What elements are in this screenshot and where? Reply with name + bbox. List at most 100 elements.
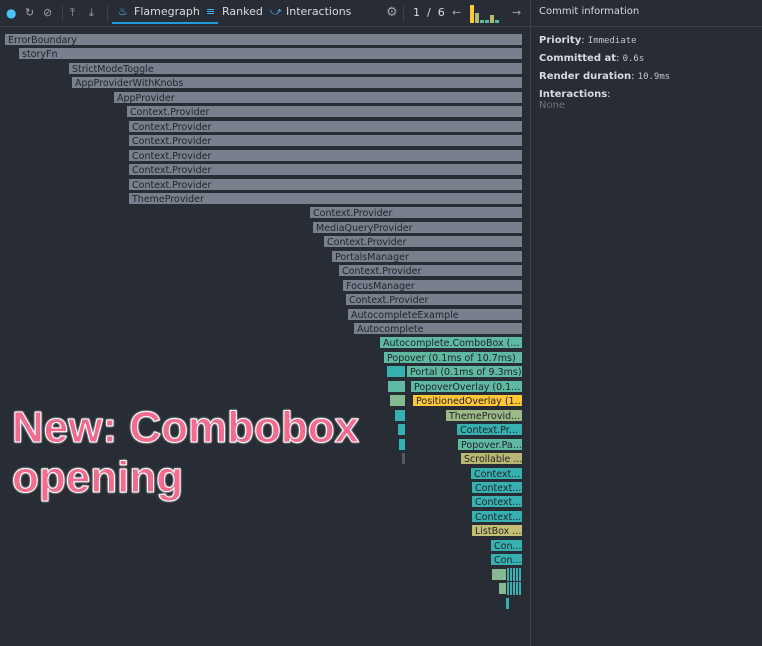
flame-node[interactable]: Context.Provider (128, 163, 523, 177)
flame-node[interactable]: Context... (471, 509, 523, 523)
panel-title: Commit information (531, 0, 762, 27)
flame-node[interactable]: Popover (0.1ms of 10.7ms) (383, 350, 523, 364)
flame-node[interactable]: ThemeProvider (128, 191, 523, 205)
duration-value: 10.9ms (637, 72, 671, 82)
flame-tiny-node[interactable] (510, 582, 512, 596)
flame-node[interactable]: Scrollable ... (460, 452, 523, 466)
prev-commit-button[interactable]: ← (452, 6, 462, 19)
upload-icon[interactable]: ⤒ (70, 6, 75, 19)
tab-label: Interactions (286, 5, 352, 18)
flame-tiny-node[interactable] (519, 582, 521, 596)
flame-node[interactable]: Context.Pr... (456, 423, 523, 437)
flame-node[interactable]: AppProviderWithKnobs (71, 76, 523, 90)
interactions-icon: ⤻ (270, 5, 282, 18)
flame-node[interactable]: Context.Provider (128, 119, 523, 133)
tab-flamegraph[interactable]: ♨ Flamegraph (112, 0, 218, 24)
commit-sep: / (427, 6, 431, 19)
commit-info-panel: Commit information Priority: Immediate C… (530, 0, 762, 646)
flame-node[interactable]: Con... (490, 553, 523, 567)
flame-tiny-node[interactable] (516, 582, 518, 596)
flamegraph: ErrorBoundary storyFn StrictModeToggle AppP… (0, 27, 530, 646)
ranked-icon: ≡ (206, 5, 216, 18)
interactions-value: None (539, 100, 566, 111)
flame-child-node[interactable] (397, 423, 406, 437)
flame-node[interactable]: Context... (471, 495, 523, 509)
flame-node[interactable]: StrictModeToggle (68, 61, 523, 75)
duration-label: Render duration (539, 71, 632, 82)
tab-label: Ranked (222, 5, 263, 18)
clear-icon[interactable]: ⊘ (43, 6, 53, 19)
flame-node[interactable]: Context.Provider (338, 264, 523, 278)
flame-tiny-node[interactable] (516, 567, 518, 581)
flame-icon: ♨ (118, 5, 128, 18)
committed-value: 0.6s (622, 54, 645, 64)
flame-node[interactable] (491, 567, 507, 581)
flame-node[interactable]: PopoverOverlay (0.1... (410, 379, 523, 393)
commit-bar[interactable] (480, 20, 484, 23)
flame-node[interactable]: Context.Provider (345, 293, 523, 307)
annotation-overlay: New: Combobox opening (11, 403, 360, 503)
flame-node[interactable]: Popover.Pa... (457, 437, 523, 451)
flame-child-node[interactable] (386, 365, 406, 379)
flame-child-node[interactable] (387, 379, 406, 393)
commit-bar[interactable] (490, 14, 494, 23)
flame-tiny-node[interactable] (510, 567, 512, 581)
gear-icon[interactable]: ⚙ (386, 5, 398, 20)
flame-node[interactable]: PortalsManager (331, 249, 523, 263)
flame-tiny-node[interactable] (519, 567, 521, 581)
tab-interactions[interactable]: ⤻ Interactions (264, 0, 351, 24)
divider (62, 5, 63, 21)
flame-node[interactable]: AppProvider (113, 90, 523, 104)
flame-node[interactable]: ListBox ... (471, 524, 523, 538)
commit-bar[interactable] (495, 20, 499, 23)
flame-child-node[interactable] (389, 394, 406, 408)
commit-bar[interactable] (470, 5, 474, 23)
tab-ranked[interactable]: ≡ Ranked (200, 0, 263, 24)
committed-label: Committed at (539, 53, 616, 64)
flame-node[interactable]: ThemeProvid... (445, 408, 523, 422)
flame-node[interactable]: Context... (470, 466, 523, 480)
flame-node[interactable]: Context.Provider (128, 148, 523, 162)
flame-node[interactable]: Context.Provider (126, 105, 523, 119)
download-icon[interactable]: ⤓ (89, 6, 94, 19)
flame-node[interactable] (505, 596, 510, 610)
flame-node[interactable]: Context.Provider (309, 206, 523, 220)
flame-node[interactable]: Context.Provider (128, 177, 523, 191)
flame-node[interactable]: Autocomplete (353, 322, 523, 335)
flame-node[interactable]: PositionedOverlay (1... (412, 394, 523, 408)
flame-child-node[interactable] (394, 408, 406, 422)
divider (403, 5, 404, 21)
flame-node[interactable]: Portal (0.1ms of 9.3ms) (406, 365, 523, 379)
annotation-line-1: New: Combobox (11, 403, 360, 453)
flame-node[interactable]: Context... (471, 480, 523, 494)
flame-tiny-node[interactable] (507, 567, 509, 581)
flame-tiny-node[interactable] (507, 582, 509, 596)
flame-child-node[interactable] (401, 452, 406, 466)
flame-node[interactable]: FocusManager (342, 278, 523, 292)
flame-child-node[interactable] (398, 437, 406, 451)
flame-node[interactable]: Context.Provider (323, 235, 523, 249)
record-icon[interactable]: ● (6, 6, 17, 20)
commit-selector[interactable] (464, 2, 504, 23)
reload-icon[interactable]: ↻ (25, 6, 35, 19)
flame-node[interactable]: storyFn (18, 47, 523, 61)
interactions-row: Interactions: None (531, 89, 762, 111)
flame-node[interactable]: Con... (490, 538, 523, 552)
flame-node[interactable]: MediaQueryProvider (312, 220, 523, 234)
priority-row: Priority: Immediate (539, 35, 637, 46)
next-commit-button[interactable]: → (512, 6, 522, 19)
divider (107, 5, 108, 21)
flame-node[interactable]: AutocompleteExample (347, 307, 523, 321)
commit-bar[interactable] (475, 13, 479, 23)
flame-tiny-node[interactable] (513, 582, 515, 596)
flame-tiny-node[interactable] (513, 567, 515, 581)
commit-bar[interactable] (485, 20, 489, 23)
flame-node[interactable]: Autocomplete.ComboBox (... (379, 336, 523, 350)
commit-index: 1 (413, 6, 420, 19)
flame-node[interactable] (498, 582, 507, 596)
commit-counter: 1 / 6 (413, 5, 445, 21)
tab-label: Flamegraph (134, 5, 200, 18)
toolbar: ● ↻ ⊘ ⤒ ⤓ ♨ Flamegraph ≡ Ranked ⤻ Interacti… (0, 0, 530, 27)
flame-node[interactable]: ErrorBoundary (4, 33, 523, 46)
flame-node[interactable]: Context.Provider (128, 134, 523, 148)
